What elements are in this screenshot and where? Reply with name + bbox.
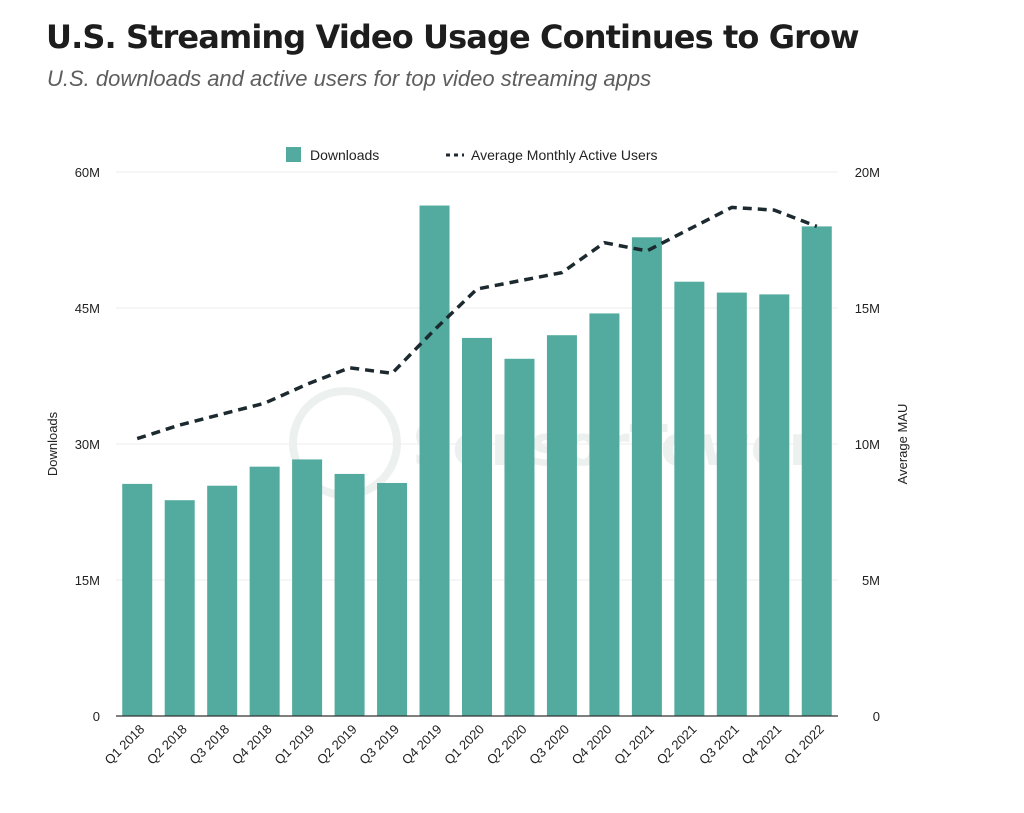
bar <box>292 459 323 716</box>
y-right-tick-label: 5M <box>862 573 880 588</box>
line-series <box>136 205 818 441</box>
x-tick-label: Q3 2021 <box>696 722 742 768</box>
x-tick-label: Q1 2022 <box>781 722 827 768</box>
chart-subtitle: U.S. downloads and active users for top … <box>47 66 652 91</box>
y-right-tick-label: 15M <box>855 301 880 316</box>
x-tick-label: Q3 2018 <box>186 722 232 768</box>
legend: Downloads Average Monthly Active Users <box>286 147 658 163</box>
x-tick-label: Q2 2019 <box>314 722 360 768</box>
bar <box>716 292 747 716</box>
x-tick-label: Q1 2020 <box>441 722 487 768</box>
legend-label-downloads: Downloads <box>310 147 379 163</box>
bar <box>164 500 195 716</box>
x-tick-label: Q1 2019 <box>271 722 317 768</box>
legend-swatch-downloads <box>286 147 301 162</box>
bar <box>546 335 577 716</box>
bar <box>419 205 450 716</box>
x-tick-label: Q4 2019 <box>399 722 445 768</box>
y-right-tick-label: 20M <box>855 165 880 180</box>
y-left-tick-label: 45M <box>75 301 100 316</box>
x-tick-label: Q2 2020 <box>484 722 530 768</box>
y-left-tick-label: 15M <box>75 573 100 588</box>
bar <box>759 294 790 716</box>
y-right-tick-label: 0 <box>873 709 880 724</box>
bar <box>334 473 365 716</box>
y-axis-right: 0 5M 10M 15M 20M <box>855 165 880 724</box>
bar <box>462 337 492 716</box>
x-tick-label: Q1 2021 <box>611 722 657 768</box>
bar <box>377 482 408 716</box>
x-tick-label: Q4 2021 <box>739 722 785 768</box>
bar <box>631 237 662 716</box>
x-tick-label: Q4 2020 <box>569 722 615 768</box>
x-tick-label: Q3 2020 <box>526 722 572 768</box>
y-left-tick-label: 30M <box>75 437 100 452</box>
bar <box>801 226 832 716</box>
x-tick-label: Q2 2018 <box>144 722 190 768</box>
y-left-tick-label: 60M <box>75 165 100 180</box>
x-tick-label: Q2 2021 <box>654 722 700 768</box>
chart-title: U.S. Streaming Video Usage Continues to … <box>46 18 860 56</box>
bar <box>207 485 238 716</box>
bar-series <box>122 205 832 716</box>
y-axis-right-title: Average MAU <box>895 404 910 485</box>
legend-label-mau: Average Monthly Active Users <box>471 147 658 163</box>
y-axis-left: 0 15M 30M 45M 60M <box>75 165 100 724</box>
x-tick-label: Q4 2018 <box>229 722 275 768</box>
y-left-tick-label: 0 <box>93 709 100 724</box>
bar <box>674 281 705 716</box>
bar <box>589 313 620 716</box>
x-tick-label: Q3 2019 <box>356 722 402 768</box>
y-right-tick-label: 10M <box>855 437 880 452</box>
y-axis-left-title: Downloads <box>45 411 60 476</box>
bar <box>249 466 280 716</box>
bar <box>504 358 535 716</box>
bar <box>122 483 153 716</box>
mau-line <box>136 205 818 441</box>
x-tick-label: Q1 2018 <box>101 722 147 768</box>
